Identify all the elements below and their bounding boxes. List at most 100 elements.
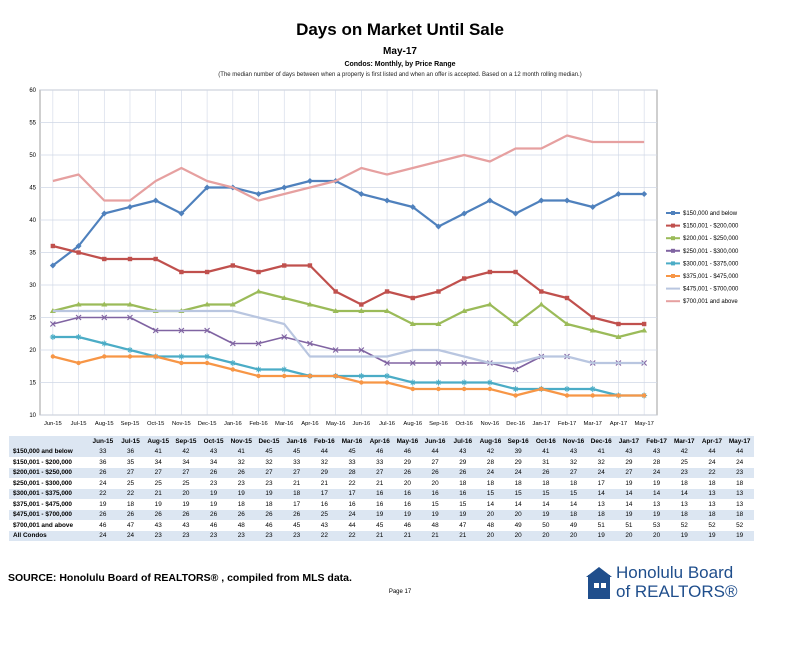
data-point [256, 269, 261, 275]
table-header-cell: Oct-16 [532, 436, 560, 447]
table-cell: 33 [89, 446, 117, 457]
table-row: $375,001 - $475,000 19 18 19 19 19 18 18 17 16 16 1… [9, 499, 754, 510]
table-cell: 29 [310, 467, 339, 478]
table-cell: 47 [459, 521, 467, 529]
table-cell: 18 [680, 479, 688, 487]
data-point [127, 314, 133, 321]
data-point [101, 314, 108, 321]
data-point [512, 210, 519, 217]
table-row: $150,000 and below 33 36 41 42 43 41 45 45 44 45 46… [9, 446, 754, 457]
table-cell: 43 [182, 521, 190, 529]
data-point [512, 366, 519, 373]
table-cell: 21 [144, 488, 173, 499]
table-cell: 44 [348, 521, 356, 529]
data-point [641, 393, 647, 398]
table-cell: 41 [227, 446, 256, 457]
x-tick-label: Dec-16 [506, 421, 525, 427]
table-cell: 20 [431, 479, 439, 487]
table-cell: 20 [615, 530, 643, 541]
table-cell: 16 [421, 488, 449, 499]
table-cell: 24 [89, 530, 117, 541]
table-cell: 18 [708, 479, 716, 487]
data-point [461, 379, 468, 386]
data-point [307, 373, 313, 379]
data-point [436, 289, 441, 294]
data-point [513, 393, 518, 398]
table-cell: 18 [670, 509, 699, 520]
table-cell: 24 [116, 530, 145, 541]
x-tick-label: Nov-16 [481, 421, 500, 427]
table-cell: 29 [459, 458, 467, 466]
table-cell: 23 [255, 530, 283, 541]
table-cell: 19 [587, 530, 616, 541]
table-cell: 24 [736, 458, 744, 466]
data-point [50, 243, 56, 249]
data-point [333, 373, 338, 379]
chart-note: (The median number of days between when … [218, 72, 582, 78]
table-cell: 14 [615, 488, 643, 499]
data-point [75, 314, 82, 321]
series-line [52, 134, 645, 202]
table-cell: 17 [310, 488, 339, 499]
table-header-cell: Jan-16 [282, 436, 311, 447]
data-point [204, 184, 211, 191]
x-tick-label: Feb-16 [249, 421, 267, 427]
data-point [616, 321, 621, 327]
data-point [564, 295, 570, 301]
data-point [358, 373, 365, 379]
table-cell: 27 [559, 467, 588, 478]
table-cell: 22 [698, 467, 726, 478]
table-cell: 24 [587, 467, 616, 478]
data-point [75, 301, 82, 307]
table-cell: 26 [199, 467, 228, 478]
data-point [512, 386, 519, 392]
table-cell: 19 [725, 530, 754, 541]
data-point [204, 353, 211, 360]
table-corner [9, 436, 89, 447]
legend-label: $250,001 - $300,000 [683, 249, 739, 255]
table-cell: 43 [154, 521, 162, 529]
table-cell: 18 [237, 500, 245, 508]
table-cell: 19 [255, 488, 283, 499]
table-cell: 13 [698, 488, 726, 499]
table-row: $300,001 - $375,000 22 22 21 20 19 19 19 18 17 17 1… [9, 488, 754, 499]
legend-marker [671, 236, 675, 241]
y-tick-label: 15 [29, 381, 36, 387]
table-cell: 46 [365, 446, 394, 457]
table-cell: 22 [89, 488, 117, 499]
table-cell: 13 [680, 500, 688, 508]
table-cell: 23 [282, 530, 311, 541]
table-cell: 27 [116, 467, 145, 478]
data-point [384, 289, 390, 294]
table-cell: 22 [348, 479, 356, 487]
table-cell: 43 [199, 446, 228, 457]
legend-marker [671, 274, 675, 278]
x-tick-label: Nov-15 [172, 421, 191, 427]
table-cell: 23 [144, 530, 173, 541]
data-point [461, 360, 468, 366]
table-header-cell: May-16 [393, 436, 422, 447]
table-header-cell: Dec-15 [255, 436, 283, 447]
table-cell: 21 [376, 479, 384, 487]
table-cell: 43 [559, 446, 588, 457]
table-cell: 19 [615, 509, 643, 520]
table-cell: 18 [126, 500, 135, 508]
row-label: $250,001 - $300,000 [13, 479, 72, 487]
table-cell: 52 [708, 521, 716, 529]
data-point [102, 354, 107, 359]
data-point [384, 360, 390, 366]
data-point [75, 243, 82, 249]
table-cell: 35 [126, 458, 135, 466]
table-cell: 15 [459, 500, 467, 508]
data-point [409, 321, 416, 326]
x-tick-label: Mar-16 [275, 421, 293, 427]
table-cell: 26 [448, 467, 477, 478]
table-cell: 41 [532, 446, 560, 457]
table-cell: 52 [736, 521, 744, 529]
table-header-cell: Aug-15 [144, 436, 173, 447]
table-cell: 46 [403, 521, 411, 529]
data-point [229, 301, 236, 307]
table-cell: 15 [476, 488, 505, 499]
table-cell: 44 [310, 446, 339, 457]
table-cell: 19 [532, 509, 560, 520]
